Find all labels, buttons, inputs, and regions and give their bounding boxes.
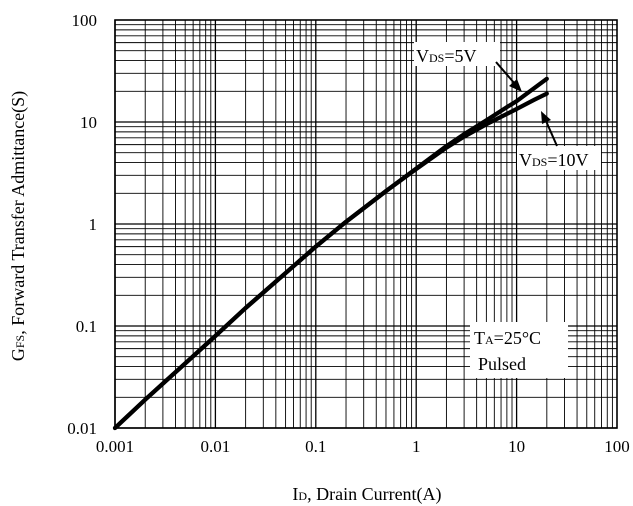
x-tick-label: 1 xyxy=(412,437,421,456)
arrowhead-vds5 xyxy=(509,79,522,92)
ta-label-bg xyxy=(470,322,568,378)
series-line-2 xyxy=(112,91,549,431)
y-tick-label: 1 xyxy=(89,215,98,234)
y-tick-label: 10 xyxy=(80,113,97,132)
x-tick-labels: 0.001 0.01 0.1 1 10 100 xyxy=(96,437,630,456)
y-tick-labels: 100 10 1 0.1 0.01 xyxy=(67,11,97,438)
arrow-vds10 xyxy=(545,120,558,147)
x-tick-label: 0.01 xyxy=(201,437,231,456)
annotation-ta: TA=25°C xyxy=(474,328,541,348)
vds10-label-bg xyxy=(517,146,601,170)
annotation-vds5: VDS=5V xyxy=(416,46,477,66)
x-tick-label: 100 xyxy=(604,437,630,456)
annotation-pulsed: Pulsed xyxy=(478,354,526,374)
x-tick-label: 0.001 xyxy=(96,437,134,456)
x-axis-title: ID, Drain Current(A) xyxy=(292,484,441,505)
y-tick-label: 0.1 xyxy=(76,317,97,336)
y-axis-title: GFS, Forward Transfer Admittance(S) xyxy=(8,91,29,361)
arrowhead-vds10 xyxy=(541,111,551,124)
plot-frame xyxy=(114,19,618,429)
x-tick-label: 10 xyxy=(508,437,525,456)
vds5-label-bg xyxy=(414,42,500,66)
arrow-vds5 xyxy=(495,61,516,85)
x-tick-label: 0.1 xyxy=(305,437,326,456)
y-tick-label: 0.01 xyxy=(67,419,97,438)
y-tick-label: 100 xyxy=(72,11,98,30)
series-layer xyxy=(112,76,549,431)
annotation-vds10: VDS=10V xyxy=(519,150,589,170)
